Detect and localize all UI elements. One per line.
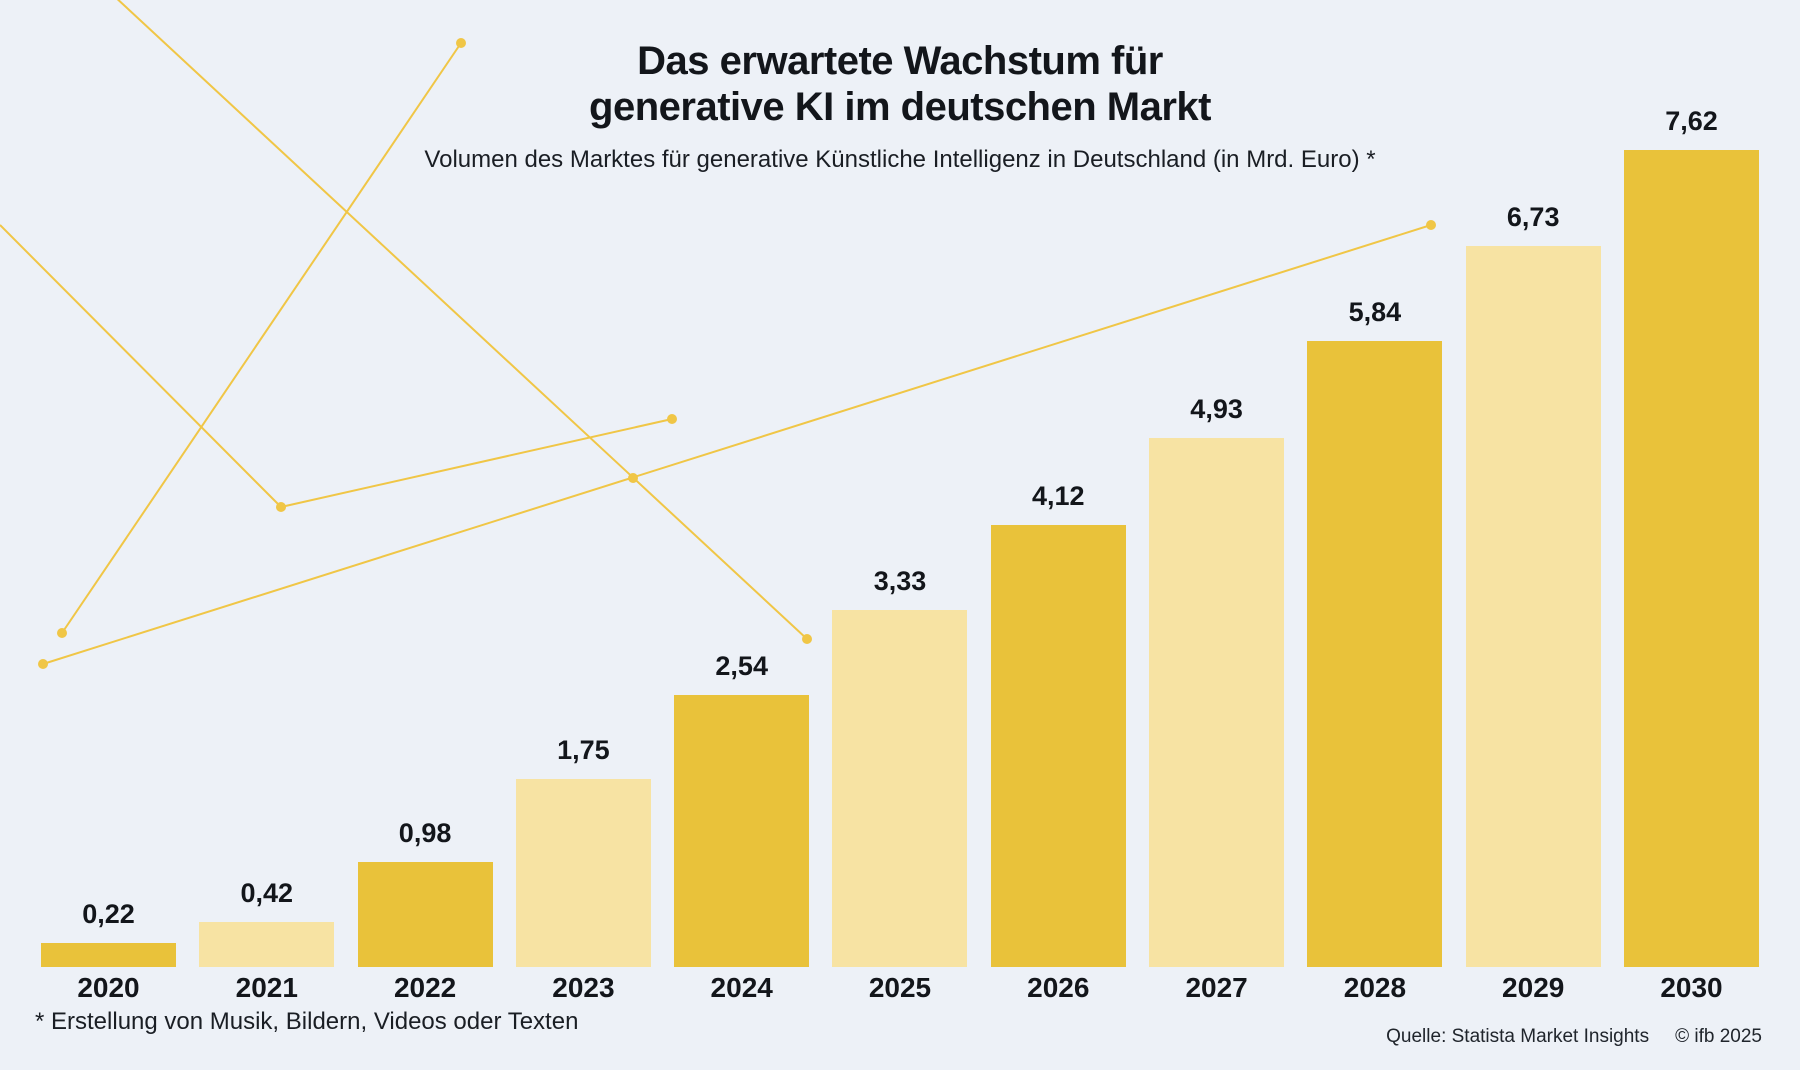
chart-subtitle: Volumen des Marktes für generative Künst…	[424, 146, 1376, 173]
footnote: * Erstellung von Musik, Bildern, Videos …	[35, 1008, 579, 1035]
source-publisher: Quelle: Statista Market Insights	[1386, 1026, 1650, 1047]
source-credit: © ifb 2025	[1675, 1026, 1762, 1047]
chart-title-line2: generative KI im deutschen Markt	[589, 85, 1211, 129]
line-endpoint-dots	[38, 38, 1436, 669]
chart-title: Das erwartete Wachstum für generative KI…	[0, 38, 1800, 130]
source-line: Quelle: Statista Market Insights © ifb 2…	[1386, 1026, 1762, 1048]
chart-title-line1: Das erwartete Wachstum für	[637, 39, 1163, 83]
